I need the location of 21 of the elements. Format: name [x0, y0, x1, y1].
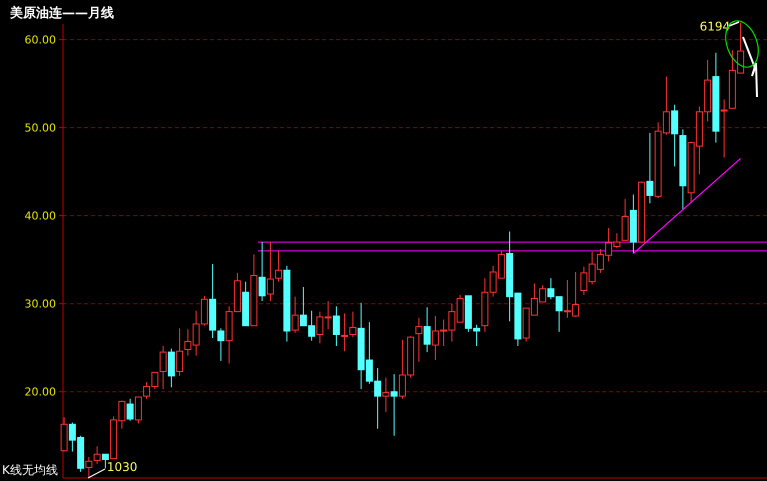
candlestick: [332, 306, 340, 346]
candlestick: [720, 98, 728, 158]
candlestick: [390, 374, 398, 436]
candlestick: [341, 312, 348, 352]
y-tick-label: 30.00: [24, 298, 56, 311]
y-tick-label: 50.00: [24, 121, 56, 134]
y-tick-label: 60.00: [24, 33, 56, 46]
candlestick: [266, 242, 274, 302]
candlestick: [424, 306, 431, 353]
y-tick-label: 20.00: [24, 386, 56, 399]
candlestick: [292, 296, 299, 334]
candlestick: [646, 132, 654, 204]
annotation: 1030: [106, 460, 138, 474]
text: K线无均线: [2, 463, 58, 477]
text: 美原油连——月线: [9, 5, 114, 21]
y-tick-label: 40.00: [24, 210, 56, 223]
candlestick: [415, 317, 422, 362]
candlestick: [712, 52, 720, 144]
candlestick: [630, 194, 637, 254]
candlestick: [209, 264, 216, 339]
candlestick: [382, 377, 390, 412]
